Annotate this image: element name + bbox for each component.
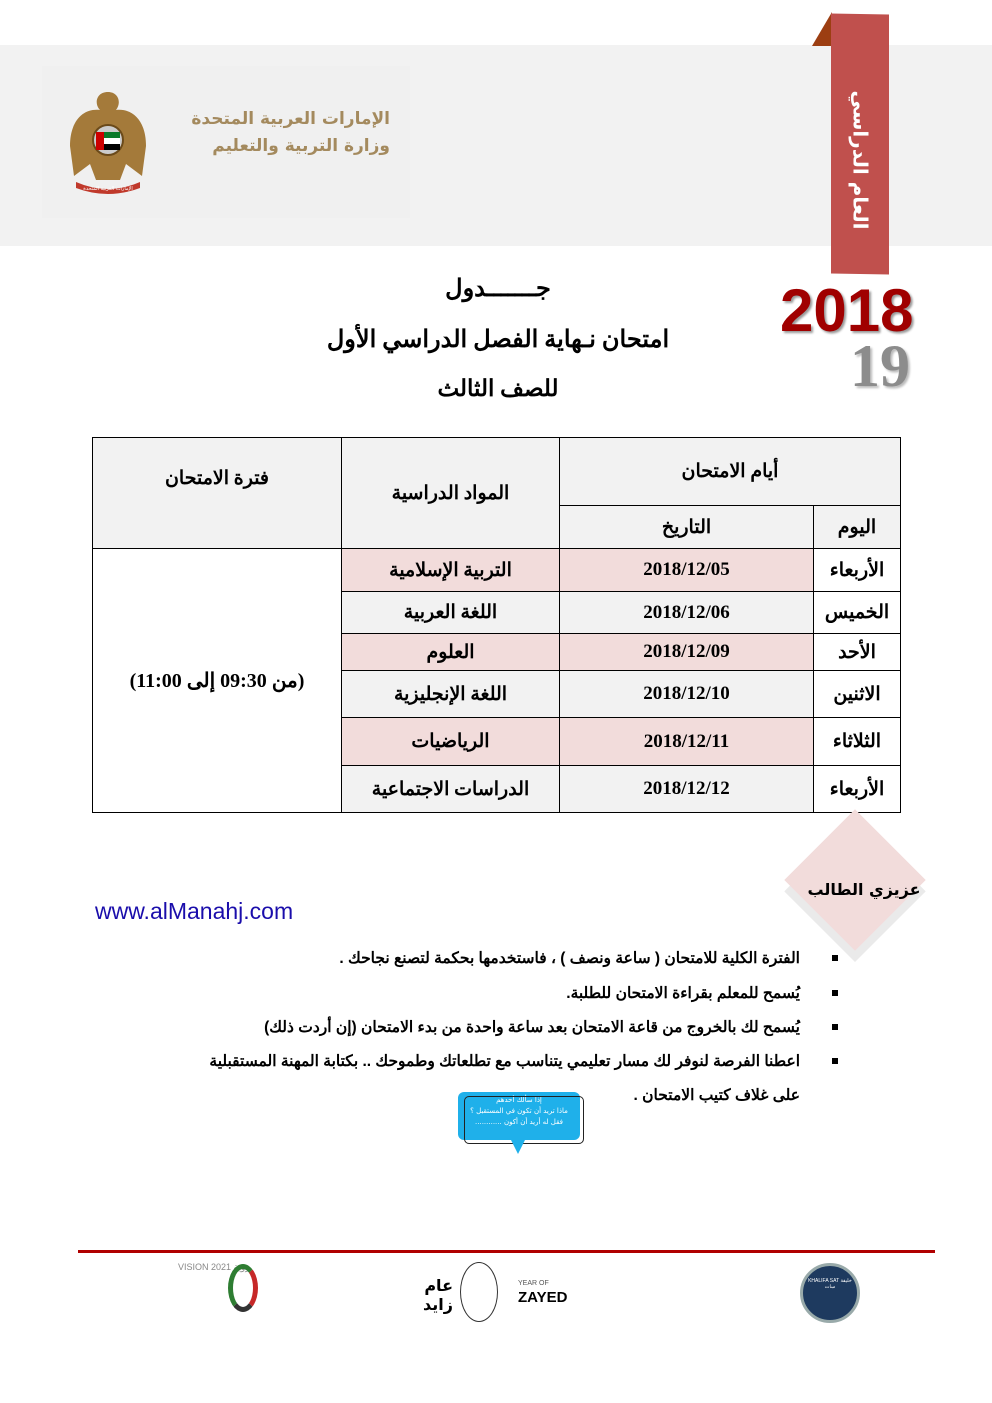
date-cell: 2018/12/11 bbox=[559, 717, 814, 766]
day-cell: الأربعاء bbox=[813, 548, 901, 592]
org-line-2: وزارة التربية والتعليم bbox=[212, 136, 390, 156]
sheikh-zayed-portrait-icon bbox=[460, 1262, 498, 1322]
bullet-icon bbox=[832, 955, 838, 961]
table-row: الخميس 2018/12/06 اللغة العربية bbox=[93, 591, 901, 634]
note-item: يُسمح للمعلم بقراءة الامتحان للطلبة. bbox=[566, 984, 838, 1003]
day-cell: الأربعاء bbox=[813, 765, 901, 813]
date-cell: 2018/12/12 bbox=[559, 765, 814, 813]
bullet-icon bbox=[832, 1058, 838, 1064]
table-row: الثلاثاء 2018/12/11 الرياضيات bbox=[93, 717, 901, 766]
note-item: اعطنا الفرصة لنوفر لك مسار تعليمي يتناسب… bbox=[209, 1052, 838, 1071]
uae-emblem-icon: الإمارات العربية المتحدة bbox=[70, 92, 146, 194]
subject-cell: اللغة الإنجليزية bbox=[341, 670, 560, 718]
subject-cell: اللغة العربية bbox=[341, 591, 560, 634]
emblem-text: الإمارات العربية المتحدة bbox=[83, 186, 133, 192]
date-cell: 2018/12/10 bbox=[559, 670, 814, 718]
table-row: الأحد 2018/12/09 العلوم bbox=[93, 633, 901, 671]
subject-cell: التربية الإسلامية bbox=[341, 548, 560, 592]
exam-schedule-table: أيام الامتحان المواد الدراسية فترة الامت… bbox=[92, 437, 901, 813]
title-line-3: للصف الثالث bbox=[437, 376, 559, 401]
day-cell: الخميس bbox=[813, 591, 901, 634]
notes-heading: عزيزي الطالب bbox=[807, 880, 921, 899]
title-line-2: امتحان نـهاية الفصل الدراسي الأول bbox=[326, 327, 670, 353]
header-exam-days: أيام الامتحان bbox=[559, 437, 901, 506]
header-day: اليوم bbox=[813, 505, 901, 549]
day-cell: الاثنين bbox=[813, 670, 901, 718]
organization-name: الإمارات العربية المتحدة وزارة التربية و… bbox=[160, 106, 390, 160]
day-cell: الأحد bbox=[813, 633, 901, 671]
subject-cell: الدراسات الاجتماعية bbox=[341, 765, 560, 813]
period-cell: (من 09:30 إلى 11:00) bbox=[92, 548, 342, 813]
year-suffix: 19 bbox=[850, 333, 910, 399]
year-of-zayed-logo: عام زايد YEAR OF ZAYED bbox=[398, 1262, 573, 1322]
footer-divider bbox=[78, 1250, 935, 1253]
note-item: الفترة الكلية للامتحان ( ساعة ونصف ) ، ف… bbox=[339, 949, 838, 968]
table-row: الأربعاء 2018/12/12 الدراسات الاجتماعية bbox=[93, 765, 901, 813]
year-main: 2018 bbox=[780, 277, 914, 344]
bubble-outline bbox=[464, 1096, 584, 1144]
bullet-icon bbox=[832, 1024, 838, 1030]
table-row: الأربعاء 2018/12/05 التربية الإسلامية (م… bbox=[92, 548, 901, 813]
bubble-line-2: ماذا تريد أن تكون في المستقبل ؟ bbox=[470, 1107, 568, 1115]
website-link[interactable]: www.alManahj.com bbox=[95, 898, 294, 924]
vision-2021-logo: VISION 2021 رؤية bbox=[178, 1262, 264, 1318]
date-cell: 2018/12/09 bbox=[559, 633, 814, 671]
subject-cell: العلوم bbox=[341, 633, 560, 671]
ribbon-label: العام الدراسي bbox=[848, 90, 873, 230]
day-cell: الثلاثاء bbox=[813, 717, 901, 766]
bubble-line-1: إذا سألك أحدهم bbox=[496, 1096, 542, 1104]
header-subjects: المواد الدراسية bbox=[341, 437, 560, 549]
table-row: الاثنين 2018/12/10 اللغة الإنجليزية bbox=[93, 670, 901, 718]
khalifasat-logo: KHALIFA SAT خليفة سات bbox=[800, 1263, 860, 1323]
bubble-line-3: فقل له أريد أن أكون ............ bbox=[475, 1118, 563, 1126]
bullet-icon bbox=[832, 990, 838, 996]
header-period: فترة الامتحان bbox=[92, 437, 342, 549]
bubble-tail bbox=[511, 1140, 525, 1154]
ribbon-fold bbox=[812, 12, 832, 46]
org-line-1: الإمارات العربية المتحدة bbox=[191, 109, 390, 129]
note-continuation: على غلاف كتيب الامتحان . bbox=[633, 1087, 800, 1104]
note-item: يُسمح لك بالخروج من قاعة الامتحان بعد سا… bbox=[264, 1018, 838, 1037]
subject-cell: الرياضيات bbox=[341, 717, 560, 766]
date-cell: 2018/12/06 bbox=[559, 591, 814, 634]
header-date: التاريخ bbox=[559, 505, 814, 549]
date-cell: 2018/12/05 bbox=[559, 548, 814, 592]
speech-bubble: إذا سألك أحدهم ماذا تريد أن تكون في المس… bbox=[458, 1092, 580, 1140]
title-line-1: جـــــــدول bbox=[445, 276, 551, 302]
vision-emblem-icon bbox=[228, 1264, 258, 1312]
